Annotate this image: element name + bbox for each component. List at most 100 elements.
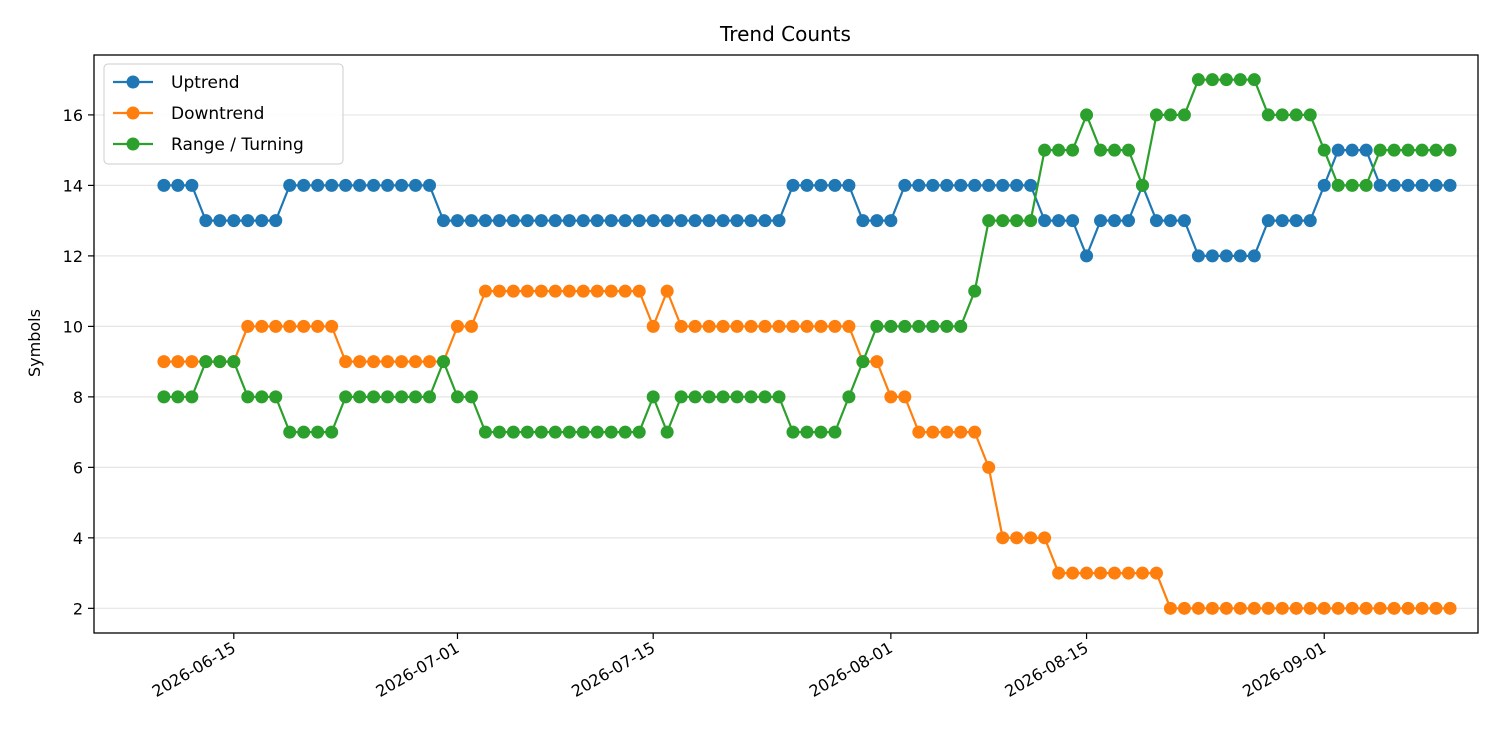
data-point — [297, 425, 311, 439]
y-tick-label: 8 — [73, 388, 83, 407]
data-point — [1289, 214, 1303, 228]
data-point — [199, 355, 213, 369]
data-point — [912, 425, 926, 439]
data-point — [325, 425, 339, 439]
data-point — [171, 390, 185, 404]
data-point — [814, 425, 828, 439]
data-point — [912, 178, 926, 192]
data-point — [1094, 566, 1108, 580]
data-point — [185, 178, 199, 192]
data-point — [940, 178, 954, 192]
data-point — [1261, 108, 1275, 122]
data-point — [954, 178, 968, 192]
data-point — [478, 214, 492, 228]
legend-box — [103, 63, 344, 165]
data-point — [562, 425, 576, 439]
data-point — [1163, 601, 1177, 615]
data-point — [1108, 214, 1122, 228]
data-point — [213, 355, 227, 369]
x-tick-label: 2026-08-15 — [1002, 638, 1092, 701]
data-point — [1038, 143, 1052, 157]
data-point — [269, 390, 283, 404]
data-point — [1219, 249, 1233, 263]
data-point — [982, 178, 996, 192]
data-point — [926, 319, 940, 333]
data-point — [758, 214, 772, 228]
data-point — [1415, 178, 1429, 192]
data-point — [1163, 108, 1177, 122]
data-point — [1345, 601, 1359, 615]
data-point — [632, 214, 646, 228]
data-point — [464, 390, 478, 404]
data-point — [870, 355, 884, 369]
data-point — [1177, 108, 1191, 122]
legend-marker — [126, 137, 140, 151]
data-point — [1038, 531, 1052, 545]
data-point — [185, 390, 199, 404]
data-point — [968, 178, 982, 192]
series-downtrend — [157, 284, 1457, 615]
data-point — [1177, 214, 1191, 228]
data-point — [1010, 178, 1024, 192]
data-point — [395, 355, 409, 369]
data-point — [758, 319, 772, 333]
data-point — [1275, 214, 1289, 228]
data-point — [884, 390, 898, 404]
series-uptrend — [157, 143, 1457, 263]
data-point — [898, 390, 912, 404]
data-point — [898, 178, 912, 192]
data-point — [1401, 601, 1415, 615]
data-point — [702, 390, 716, 404]
data-point — [562, 284, 576, 298]
data-point — [800, 178, 814, 192]
data-point — [1149, 566, 1163, 580]
data-point — [1163, 214, 1177, 228]
data-point — [283, 425, 297, 439]
series-line — [163, 149, 1451, 257]
data-point — [646, 390, 660, 404]
data-point — [688, 319, 702, 333]
data-point — [353, 390, 367, 404]
series-range-turning — [157, 73, 1457, 439]
data-point — [744, 319, 758, 333]
data-point — [283, 178, 297, 192]
data-point — [423, 390, 437, 404]
data-point — [227, 355, 241, 369]
data-point — [1191, 73, 1205, 87]
data-point — [367, 390, 381, 404]
data-point — [381, 178, 395, 192]
data-point — [1080, 108, 1094, 122]
data-point — [506, 425, 520, 439]
data-point — [730, 214, 744, 228]
data-point — [604, 425, 618, 439]
data-point — [436, 355, 450, 369]
data-point — [856, 355, 870, 369]
data-point — [269, 319, 283, 333]
data-point — [1443, 601, 1457, 615]
data-point — [520, 425, 534, 439]
data-point — [1122, 143, 1136, 157]
data-point — [450, 319, 464, 333]
data-point — [1359, 178, 1373, 192]
data-point — [241, 214, 255, 228]
series-layer — [157, 73, 1457, 615]
data-point — [688, 214, 702, 228]
data-point — [157, 390, 171, 404]
data-point — [1373, 178, 1387, 192]
data-point — [842, 390, 856, 404]
data-point — [1429, 178, 1443, 192]
data-point — [1317, 143, 1331, 157]
y-tick-label: 16 — [63, 106, 83, 125]
data-point — [297, 178, 311, 192]
legend-label: Downtrend — [171, 104, 264, 124]
data-point — [464, 319, 478, 333]
data-point — [450, 390, 464, 404]
data-point — [1108, 566, 1122, 580]
data-point — [1317, 178, 1331, 192]
data-point — [1387, 143, 1401, 157]
data-point — [912, 319, 926, 333]
data-point — [534, 284, 548, 298]
data-point — [590, 425, 604, 439]
data-point — [1024, 214, 1038, 228]
y-tick-label: 12 — [63, 247, 83, 266]
